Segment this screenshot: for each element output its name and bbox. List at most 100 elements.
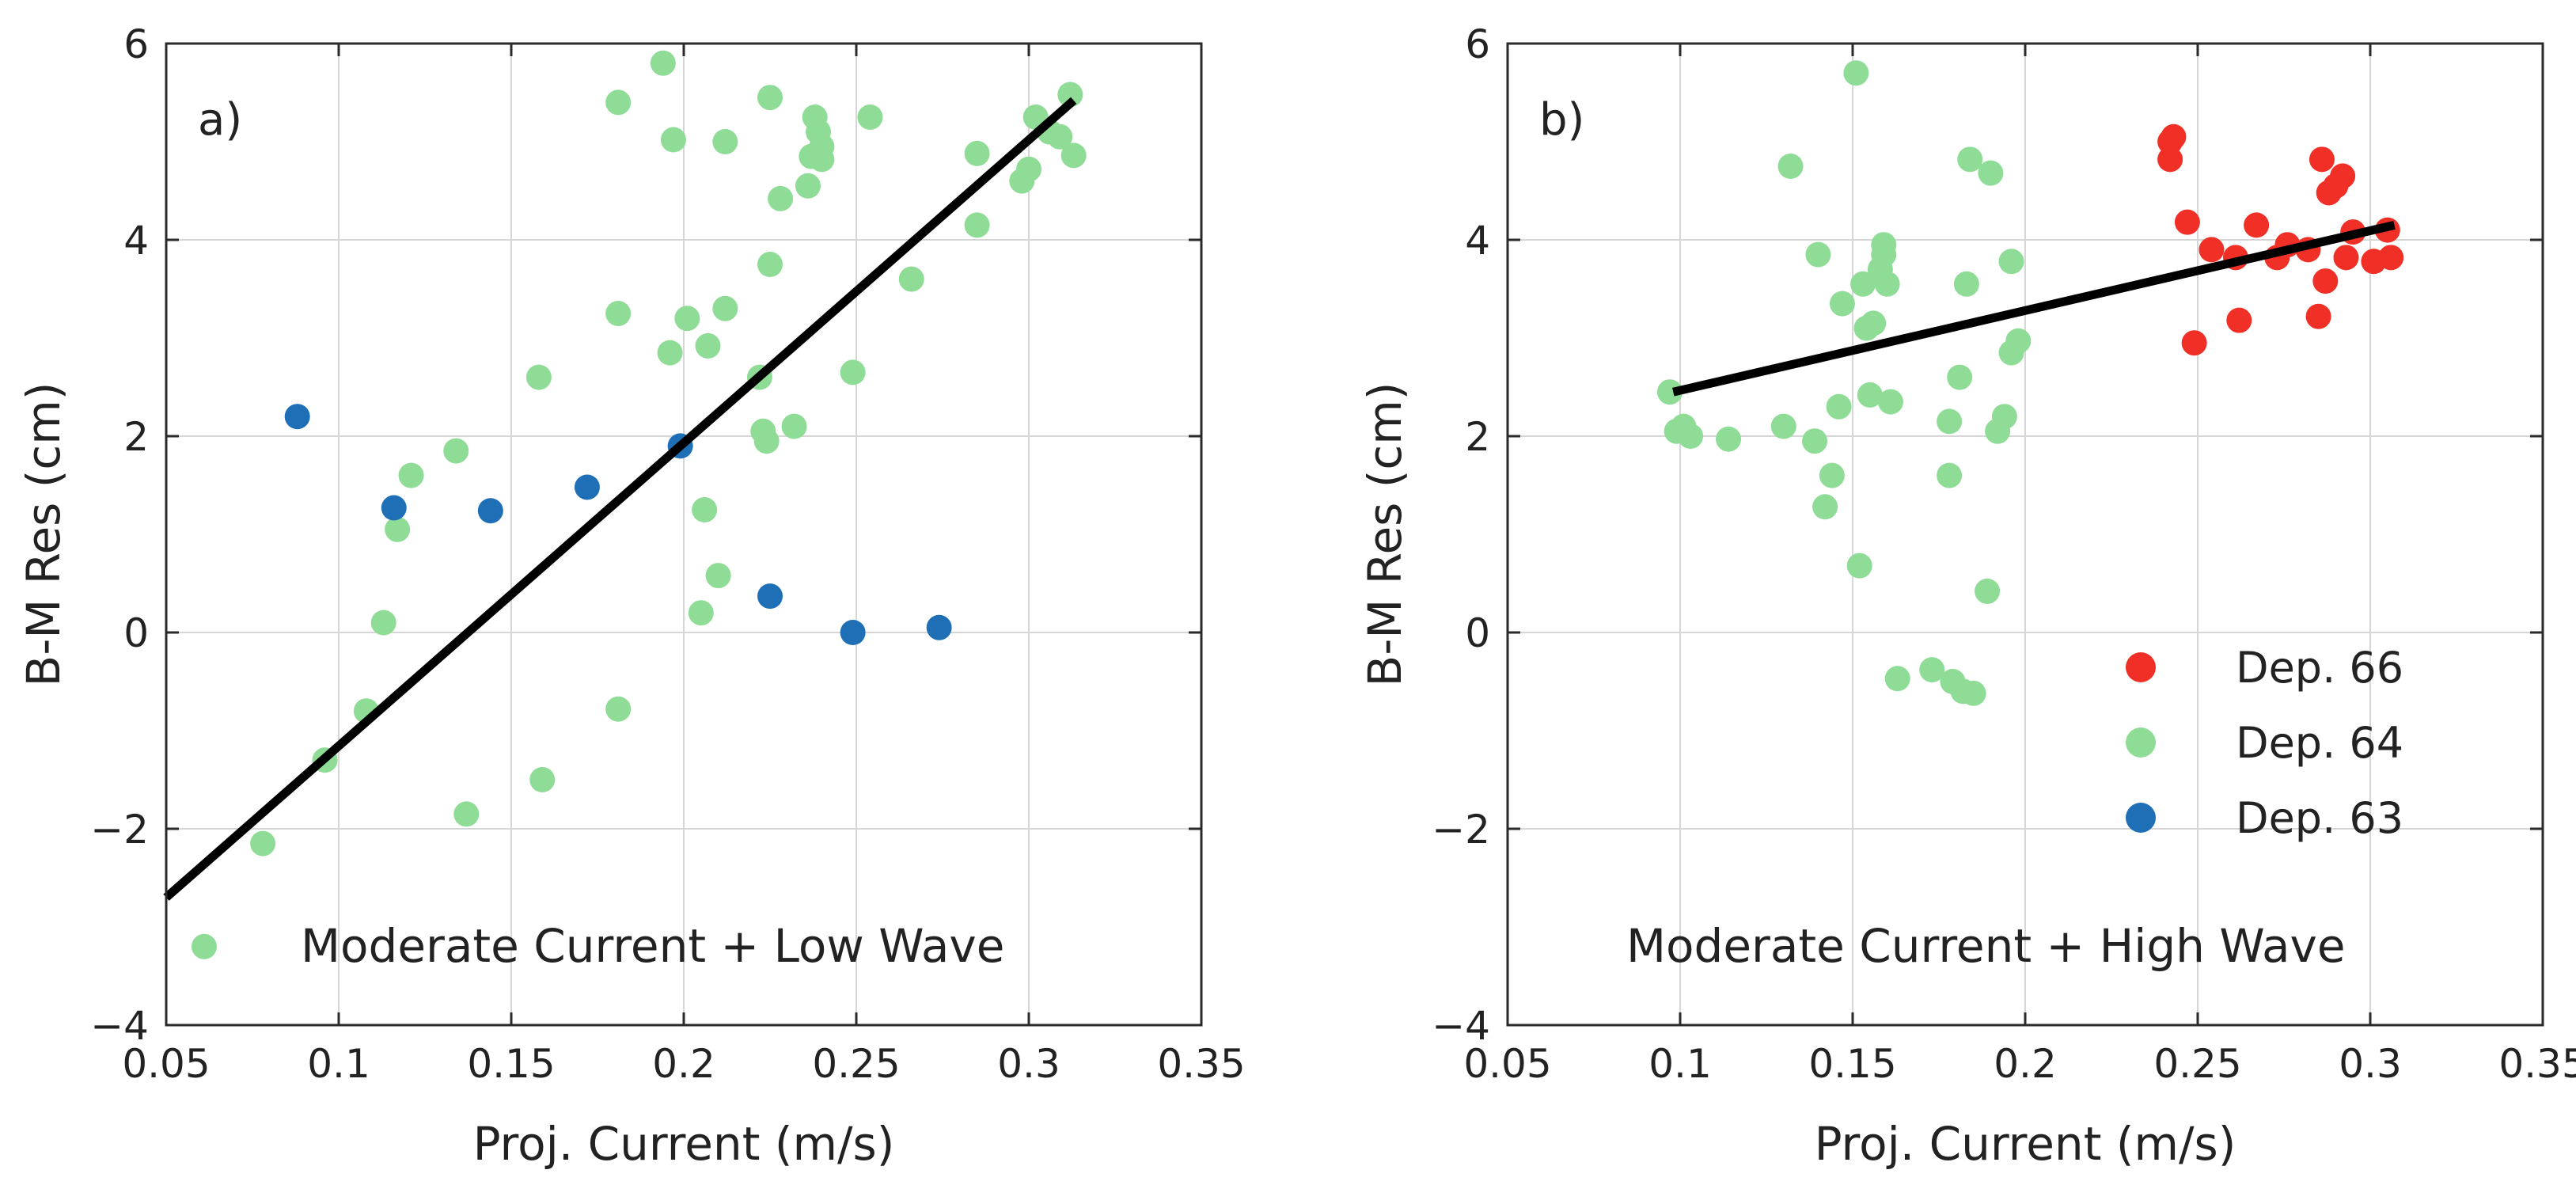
x-tick-label: 0.25 xyxy=(812,1041,900,1087)
data-point-dep-64 xyxy=(1937,408,1963,435)
data-point-dep-64 xyxy=(781,413,807,439)
data-point-dep-63 xyxy=(840,620,866,645)
data-point-dep-64 xyxy=(768,185,794,211)
data-point-dep-64 xyxy=(809,146,835,173)
data-point-dep-64 xyxy=(1057,82,1083,108)
data-point-dep-66 xyxy=(2174,209,2200,235)
data-point-dep-66 xyxy=(2226,307,2252,333)
x-tick-label: 0.25 xyxy=(2153,1041,2241,1087)
data-point-dep-66 xyxy=(2161,123,2187,150)
data-point-dep-64 xyxy=(660,127,686,153)
data-point-dep-63 xyxy=(757,583,783,610)
data-point-dep-64 xyxy=(443,438,469,464)
data-point-dep-64 xyxy=(1060,142,1087,169)
data-point-dep-64 xyxy=(1656,379,1683,405)
data-point-dep-63 xyxy=(284,404,310,430)
data-point-dep-66 xyxy=(2157,146,2183,173)
data-point-dep-64 xyxy=(650,50,676,76)
x-tick-label: 0.35 xyxy=(2498,1041,2576,1087)
data-point-dep-64 xyxy=(840,359,866,386)
data-point-dep-64 xyxy=(712,295,738,321)
data-point-dep-64 xyxy=(1857,382,1883,408)
y-tick-label: 0 xyxy=(1465,610,1490,656)
legend-label: Dep. 64 xyxy=(2236,718,2403,768)
data-point-dep-64 xyxy=(1843,60,1869,86)
legend-label: Dep. 63 xyxy=(2236,793,2403,843)
legend: Dep. 66 Dep. 64 Dep. 63 xyxy=(2126,643,2403,843)
data-point-dep-64 xyxy=(964,212,990,238)
panel-label: b) xyxy=(1539,94,1584,146)
data-point-dep-64 xyxy=(705,563,731,589)
y-tick-label: 0 xyxy=(123,610,149,656)
data-point-dep-64 xyxy=(674,306,700,332)
y-axis-label: B-M Res (cm) xyxy=(1358,382,1412,687)
x-axis-label: Proj. Current (m/s) xyxy=(473,1117,895,1171)
data-point-dep-64 xyxy=(1861,310,1887,336)
data-point-dep-66 xyxy=(2312,268,2339,294)
legend-label: Dep. 66 xyxy=(2236,643,2403,693)
data-point-dep-64 xyxy=(1716,426,1742,452)
annotation: Moderate Current + High Wave xyxy=(1626,919,2346,973)
panel-a: 0.05 0.1 0.15 0.2 0.25 0.3 0.35 −4 −2 0 2 4 6 Proj. C… xyxy=(17,21,1246,1171)
data-point-dep-63 xyxy=(574,474,600,500)
data-point-dep-64 xyxy=(1919,657,1945,683)
data-point-dep-64 xyxy=(2005,328,2032,354)
data-point-dep-64 xyxy=(1978,160,2004,186)
x-tick-label: 0.1 xyxy=(1648,1041,1712,1087)
data-point-dep-64 xyxy=(795,173,821,199)
x-tick-label: 0.2 xyxy=(652,1041,715,1087)
x-tick-label: 0.15 xyxy=(1808,1041,1896,1087)
data-point-dep-66 xyxy=(2330,163,2356,189)
data-point-dep-63 xyxy=(477,498,503,524)
y-tick-label: 6 xyxy=(1465,21,1490,67)
plot-frame xyxy=(165,42,1203,1027)
y-tick-label: −2 xyxy=(1432,807,1490,853)
y-tick-label: 2 xyxy=(1465,414,1490,460)
y-tick-label: 6 xyxy=(123,21,149,67)
y-tick-label: −4 xyxy=(1432,1003,1490,1049)
data-point-dep-64 xyxy=(1874,271,1900,297)
y-tick-label: −4 xyxy=(90,1003,149,1049)
data-point-dep-64 xyxy=(964,140,990,166)
data-point-dep-64 xyxy=(370,610,396,636)
data-point-dep-64 xyxy=(1812,494,1838,520)
x-tick-label: 0.3 xyxy=(997,1041,1060,1087)
x-axis-label: Proj. Current (m/s) xyxy=(1815,1117,2236,1171)
x-tick-label: 0.05 xyxy=(1463,1041,1551,1087)
data-point-dep-64 xyxy=(1802,428,1828,454)
data-point-dep-64 xyxy=(529,767,556,792)
data-point-dep-64 xyxy=(1819,462,1845,488)
data-point-dep-64 xyxy=(1947,364,1973,390)
data-point-dep-63 xyxy=(381,495,407,521)
data-point-dep-66 xyxy=(2181,330,2207,356)
data-point-dep-66 xyxy=(2309,146,2335,173)
data-point-dep-64 xyxy=(1678,423,1704,449)
x-tick-label: 0.2 xyxy=(1994,1041,2057,1087)
x-tick-label: 0.15 xyxy=(467,1041,555,1087)
data-point-dep-64 xyxy=(1957,146,1983,173)
data-point-dep-66 xyxy=(2199,237,2225,263)
data-point-dep-64 xyxy=(757,85,783,111)
data-point-dep-64 xyxy=(712,129,738,154)
x-tick-label: 0.1 xyxy=(307,1041,370,1087)
y-tick-label: −2 xyxy=(90,807,149,853)
data-point-dep-64 xyxy=(525,364,552,390)
panel-label: a) xyxy=(198,94,242,146)
data-point-dep-64 xyxy=(1937,462,1963,488)
annotation: Moderate Current + Low Wave xyxy=(301,919,1004,973)
data-point-dep-64 xyxy=(695,332,721,359)
data-point-dep-63 xyxy=(926,614,952,640)
fit-line xyxy=(163,97,1077,901)
data-point-dep-64 xyxy=(1846,553,1872,579)
data-point-dep-64 xyxy=(1016,156,1041,182)
data-point-dep-64 xyxy=(1998,249,2024,275)
legend-marker xyxy=(2126,652,2156,682)
data-point-dep-64 xyxy=(191,933,217,959)
fit-line xyxy=(1672,221,2396,397)
data-point-dep-64 xyxy=(1770,413,1796,439)
data-point-dep-64 xyxy=(1805,241,1831,268)
y-tick-label: 2 xyxy=(123,414,149,460)
data-point-dep-64 xyxy=(1953,271,1979,297)
panel-b: 0.05 0.1 0.15 0.2 0.25 0.3 0.35 −4 −2 0 2 4 6 Proj. C… xyxy=(1358,21,2576,1171)
